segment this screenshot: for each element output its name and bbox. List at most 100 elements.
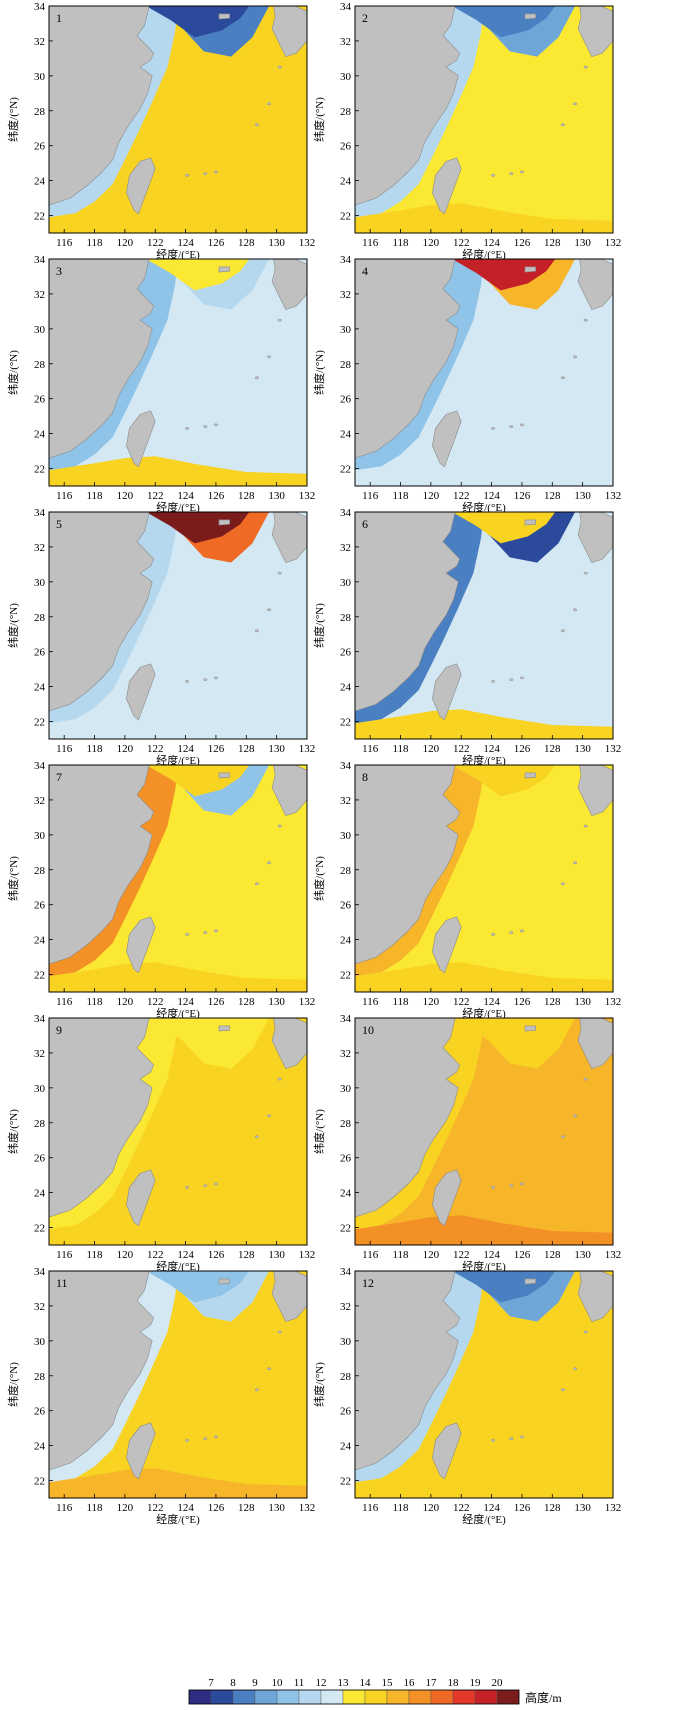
y-tick-label: 30 xyxy=(34,1083,46,1095)
kyushu-island xyxy=(271,1018,307,1069)
small-island xyxy=(519,423,524,427)
small-island xyxy=(583,1077,588,1081)
x-tick-label: 122 xyxy=(453,1502,470,1514)
x-tick-label: 132 xyxy=(605,237,622,249)
y-tick-label: 24 xyxy=(340,1188,352,1200)
x-axis-label: 经度/(°E) xyxy=(462,753,506,767)
small-island xyxy=(277,318,282,322)
x-tick-label: 132 xyxy=(605,1249,622,1261)
colorbar-tick-label: 7 xyxy=(208,1677,214,1689)
small-island xyxy=(573,1367,578,1371)
small-island xyxy=(519,929,524,933)
small-island xyxy=(277,65,282,69)
colorbar-tick-label: 10 xyxy=(272,1677,284,1689)
x-tick-label: 128 xyxy=(238,1249,255,1261)
panel-number: 9 xyxy=(56,1023,62,1037)
small-island xyxy=(185,680,190,683)
y-tick-label: 22 xyxy=(340,1476,351,1488)
colorbar-tick-label: 11 xyxy=(294,1677,305,1689)
x-axis-label: 经度/(°E) xyxy=(156,1512,200,1526)
colorbar-swatch xyxy=(408,1689,432,1705)
jeju-island xyxy=(524,519,536,526)
small-island xyxy=(519,170,524,174)
colorbar-swatch xyxy=(320,1689,344,1705)
x-axis-label: 经度/(°E) xyxy=(462,500,506,514)
small-island xyxy=(267,608,272,612)
x-tick-label: 122 xyxy=(147,743,164,755)
taiwan-island xyxy=(126,1422,156,1480)
taiwan-island xyxy=(432,1422,462,1480)
jeju-island xyxy=(524,13,536,20)
x-tick-label: 122 xyxy=(147,996,164,1008)
small-island xyxy=(509,425,514,428)
x-tick-label: 124 xyxy=(483,996,500,1008)
x-tick-label: 130 xyxy=(574,1502,591,1514)
x-tick-label: 116 xyxy=(56,743,73,755)
jeju-island xyxy=(218,13,230,20)
y-tick-label: 24 xyxy=(34,1441,46,1453)
southern-strip-field xyxy=(355,962,613,992)
x-tick-label: 118 xyxy=(392,490,409,502)
x-axis-label: 经度/(°E) xyxy=(462,1512,506,1526)
map-panel-12: 116 118 120 122 124 126 128 130 132 22 24 26 28 30 32 3… xyxy=(309,1265,621,1535)
x-tick-label: 120 xyxy=(423,1249,440,1261)
x-tick-label: 130 xyxy=(268,1249,285,1261)
x-tick-label: 122 xyxy=(147,237,164,249)
small-island xyxy=(185,174,190,177)
x-tick-label: 132 xyxy=(299,237,316,249)
kyushu-island xyxy=(271,6,307,57)
y-tick-label: 22 xyxy=(340,211,351,223)
y-tick-label: 34 xyxy=(340,760,352,772)
x-tick-label: 128 xyxy=(544,1502,561,1514)
small-island xyxy=(277,1077,282,1081)
y-tick-label: 22 xyxy=(34,1223,45,1235)
taiwan-island xyxy=(126,410,156,468)
taiwan-island xyxy=(432,663,462,721)
x-tick-label: 118 xyxy=(86,490,103,502)
panel-number: 4 xyxy=(362,264,368,278)
plot-frame xyxy=(48,1270,308,1499)
y-axis-label: 纬度/(°N) xyxy=(312,1362,326,1407)
x-tick-label: 130 xyxy=(574,237,591,249)
panel-number: 12 xyxy=(362,1276,374,1290)
panel-number: 8 xyxy=(362,770,368,784)
map-panel-svg: 116 118 120 122 124 126 128 130 132 22 24 26 28 30 32 3… xyxy=(312,760,621,1020)
x-tick-label: 132 xyxy=(299,490,316,502)
plot-frame xyxy=(354,258,614,487)
china-land xyxy=(49,259,155,459)
x-tick-label: 118 xyxy=(86,743,103,755)
x-tick-label: 120 xyxy=(423,237,440,249)
small-island xyxy=(267,355,272,359)
small-island xyxy=(213,423,218,427)
colorbar-svg: 7 8 9 10 11 12 13 14 15 16 17 18 19 20 高度/m xyxy=(188,1677,562,1705)
y-axis-label: 纬度/(°N) xyxy=(312,856,326,901)
x-tick-label: 126 xyxy=(514,490,531,502)
x-tick-label: 120 xyxy=(117,237,134,249)
y-tick-label: 30 xyxy=(34,1336,46,1348)
map-panel-svg: 116 118 120 122 124 126 128 130 132 22 24 26 28 30 32 3… xyxy=(312,507,621,767)
x-tick-label: 126 xyxy=(514,1249,531,1261)
small-island xyxy=(254,123,259,127)
y-tick-label: 24 xyxy=(340,176,352,188)
x-axis-label: 经度/(°E) xyxy=(462,247,506,261)
x-tick-label: 132 xyxy=(299,996,316,1008)
x-tick-label: 130 xyxy=(268,490,285,502)
y-tick-label: 30 xyxy=(340,577,352,589)
small-island xyxy=(519,1435,524,1439)
x-tick-label: 118 xyxy=(392,1502,409,1514)
china-land xyxy=(49,512,155,712)
x-tick-label: 116 xyxy=(362,1249,379,1261)
x-axis-label: 经度/(°E) xyxy=(156,500,200,514)
y-tick-label: 34 xyxy=(34,254,46,266)
colorbar-swatch xyxy=(210,1689,234,1705)
colorbar-tick-label: 14 xyxy=(360,1677,372,1689)
kyushu-island xyxy=(577,1271,613,1322)
taiwan-island xyxy=(432,157,462,215)
y-axis-label: 纬度/(°N) xyxy=(6,350,20,395)
y-tick-label: 32 xyxy=(340,1301,351,1313)
y-tick-label: 30 xyxy=(34,324,46,336)
x-tick-label: 120 xyxy=(423,490,440,502)
y-tick-label: 30 xyxy=(340,71,352,83)
china-land xyxy=(355,512,461,712)
y-tick-label: 28 xyxy=(340,865,352,877)
